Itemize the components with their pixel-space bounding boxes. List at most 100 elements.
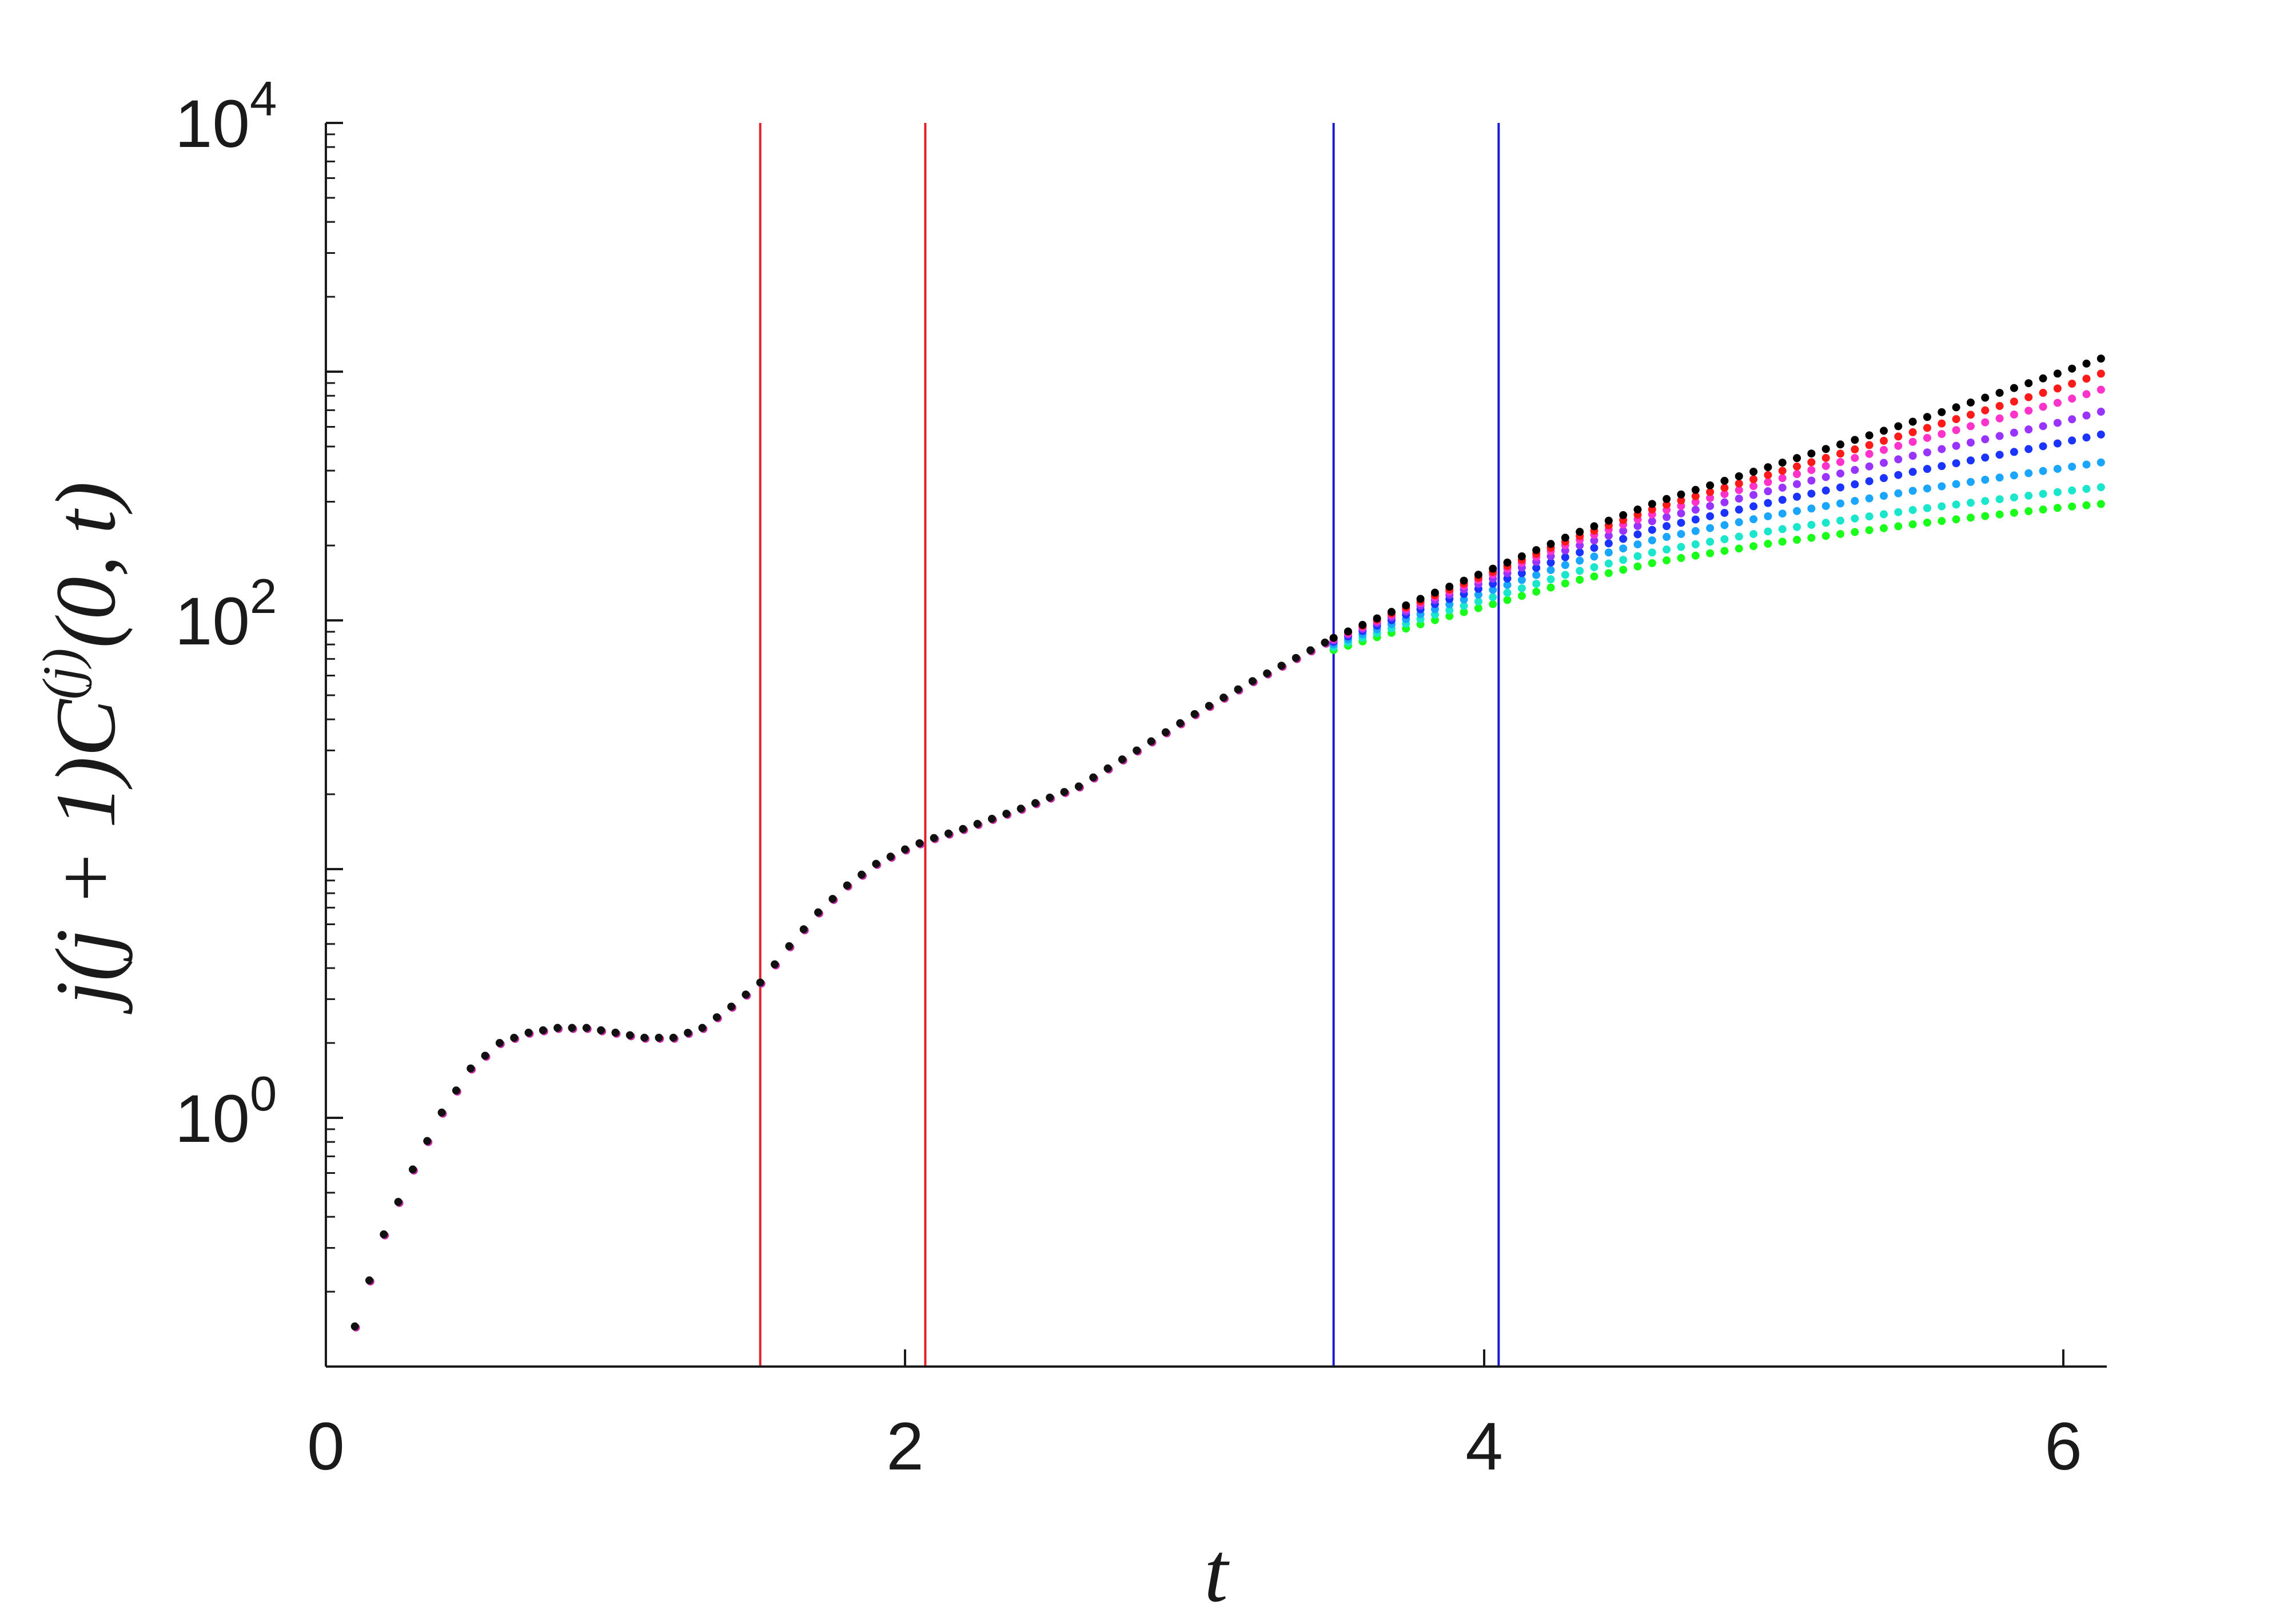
x-tick-label-1: 2 <box>886 1409 924 1484</box>
data-point <box>1474 571 1482 579</box>
data-point <box>1821 486 1830 495</box>
y-axis-label-tail: (0, t) <box>38 481 133 648</box>
series-8 <box>1329 500 2105 654</box>
data-point <box>1576 528 1584 536</box>
data-point <box>1938 430 1946 439</box>
data-point <box>1749 502 1758 511</box>
data-point <box>1663 500 1671 509</box>
data-point <box>2024 445 2033 453</box>
data-point <box>2010 428 2018 437</box>
data-point <box>394 1198 402 1206</box>
data-point <box>495 1039 504 1048</box>
data-point <box>423 1137 432 1145</box>
data-point <box>1981 435 1990 444</box>
data-point <box>1619 535 1628 543</box>
data-point <box>408 1165 417 1174</box>
data-point <box>1648 525 1656 534</box>
data-point <box>1234 685 1242 694</box>
data-point <box>1590 572 1599 581</box>
data-point <box>1460 576 1468 585</box>
data-point <box>2082 359 2091 368</box>
data-point <box>1938 445 1946 453</box>
data-point <box>1836 483 1845 492</box>
data-point <box>1576 556 1584 565</box>
data-point <box>1118 755 1126 764</box>
data-point <box>1590 522 1599 531</box>
data-point <box>1677 553 1685 562</box>
data-point <box>2010 471 2018 480</box>
data-point <box>1517 592 1526 600</box>
data-point <box>1691 485 1700 494</box>
data-point <box>1995 389 2004 397</box>
data-point <box>2053 464 2062 473</box>
data-point <box>1908 452 1917 460</box>
data-point <box>1706 549 1715 557</box>
data-point <box>1764 540 1772 548</box>
data-point <box>1778 467 1787 475</box>
data-point <box>1604 531 1613 540</box>
data-point <box>1176 719 1185 727</box>
data-point <box>1663 495 1671 503</box>
data-point <box>1894 522 1903 531</box>
data-point <box>1561 579 1569 588</box>
data-point <box>2082 433 2091 442</box>
data-point <box>1663 513 1671 521</box>
x-axis-label: t <box>1204 1525 1230 1620</box>
data-point <box>1619 565 1628 574</box>
data-point <box>1532 587 1541 596</box>
data-point <box>1546 565 1555 574</box>
data-point <box>1908 520 1917 529</box>
data-point <box>1749 491 1758 499</box>
data-point <box>1851 436 1859 444</box>
data-point <box>1778 509 1787 518</box>
data-point <box>698 1023 707 1032</box>
data-point <box>1908 437 1917 446</box>
data-point <box>1532 564 1541 572</box>
data-point <box>1908 487 1917 495</box>
data-point <box>1923 504 1931 512</box>
data-point <box>1489 564 1497 573</box>
data-point <box>2024 393 2033 401</box>
data-point <box>1836 440 1845 449</box>
data-point <box>1981 512 1990 520</box>
data-point <box>1103 764 1112 772</box>
data-point <box>1060 788 1069 796</box>
data-point <box>1981 476 1990 484</box>
data-point <box>1604 569 1613 577</box>
data-point <box>1648 559 1656 567</box>
data-point <box>1821 453 1830 462</box>
data-point <box>1460 608 1468 616</box>
data-point <box>1720 490 1729 499</box>
data-point <box>1445 612 1454 620</box>
data-point <box>467 1064 475 1073</box>
data-point <box>799 925 808 934</box>
data-point <box>510 1034 519 1042</box>
data-point <box>944 829 952 838</box>
data-point <box>2039 389 2047 397</box>
data-point <box>1995 402 2004 411</box>
data-point <box>1793 454 1801 463</box>
data-point <box>1851 497 1859 505</box>
data-point <box>1778 525 1787 533</box>
data-point <box>1633 540 1642 549</box>
data-point <box>987 815 996 823</box>
data-point <box>1995 414 2004 423</box>
data-point <box>785 942 794 950</box>
data-point <box>1503 581 1512 590</box>
data-point <box>1517 569 1526 577</box>
data-point <box>2082 460 2091 469</box>
data-point <box>858 870 866 879</box>
data-point <box>1793 507 1801 515</box>
data-point <box>1720 476 1729 485</box>
data-point <box>1677 490 1685 499</box>
data-point <box>1706 524 1715 532</box>
data-point <box>872 859 880 868</box>
data-point <box>1532 579 1541 588</box>
data-point <box>930 834 938 842</box>
data-point <box>1648 548 1656 557</box>
data-point <box>1489 593 1497 602</box>
y-axis-label-main: j(j + 1)C <box>38 698 133 1014</box>
data-point <box>524 1029 533 1037</box>
data-point <box>1517 576 1526 584</box>
data-point <box>843 881 851 890</box>
